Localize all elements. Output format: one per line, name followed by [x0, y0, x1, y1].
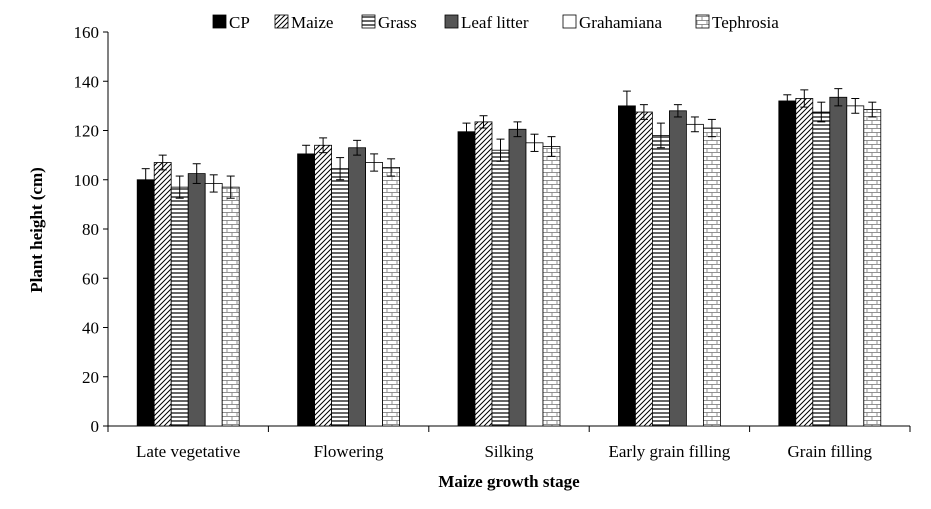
x-category-label: Silking — [484, 442, 534, 461]
y-tick-label: 80 — [82, 220, 99, 239]
axes: 0 20 40 60 80 100 120 140 160 Late vegetative Flow… — [74, 23, 911, 461]
legend: CP Maize Grass Leaf litter Grahamiana Tephros… — [212, 13, 779, 32]
bar-grahamiana — [365, 162, 384, 427]
bar-leaf-litter — [508, 128, 527, 427]
x-category-label: Late vegetative — [136, 442, 240, 461]
y-tick-label: 0 — [91, 417, 100, 436]
legend-label: Leaf litter — [461, 13, 529, 32]
legend-label: Grass — [378, 13, 417, 32]
y-tick-label: 60 — [82, 269, 99, 288]
legend-swatch — [274, 14, 289, 29]
bars — [136, 88, 882, 427]
x-category-label: Early grain filling — [608, 442, 730, 461]
bar-cp — [457, 131, 476, 427]
y-axis-title: Plant height (cm) — [27, 167, 46, 293]
legend-label: Grahamiana — [579, 13, 663, 32]
bar-leaf-litter — [829, 96, 848, 427]
y-tick-label: 160 — [74, 23, 100, 42]
bar-maize — [795, 98, 814, 427]
bar-grass — [652, 135, 670, 427]
bar-tephrosia — [221, 186, 240, 427]
bar-grass — [170, 186, 189, 427]
bar-maize — [314, 144, 333, 427]
legend-swatch — [212, 14, 227, 29]
y-tick-label: 20 — [82, 368, 99, 387]
legend-swatch — [444, 14, 459, 29]
y-tick-label: 40 — [82, 319, 99, 338]
legend-swatch — [562, 14, 577, 29]
bar-grass — [491, 149, 510, 427]
bar-tephrosia — [542, 146, 561, 427]
bar-grahamiana — [686, 123, 704, 427]
bar-tephrosia — [382, 167, 401, 427]
bar-cp — [297, 153, 316, 427]
x-axis-title: Maize growth stage — [438, 472, 580, 491]
bar-leaf-litter — [669, 110, 687, 427]
bar-cp — [778, 100, 797, 427]
bar-grahamiana — [525, 142, 544, 427]
legend-label: Tephrosia — [712, 13, 779, 32]
bar-leaf-litter — [187, 173, 206, 427]
legend-swatch — [695, 14, 710, 29]
bar-grass — [812, 111, 831, 427]
y-tick-label: 120 — [74, 122, 100, 141]
bar-tephrosia — [863, 109, 882, 427]
bar-grahamiana — [846, 105, 865, 427]
legend-label: Maize — [291, 13, 333, 32]
x-category-label: Grain filling — [788, 442, 873, 461]
bar-grass — [331, 168, 350, 427]
bar-maize — [635, 111, 653, 427]
bar-grahamiana — [204, 183, 223, 427]
bar-cp — [136, 179, 155, 427]
y-tick-label: 100 — [74, 171, 100, 190]
bar-maize — [474, 121, 493, 427]
legend-swatch — [361, 14, 376, 29]
bar-maize — [153, 162, 172, 427]
bar-cp — [618, 105, 636, 427]
x-category-label: Flowering — [314, 442, 384, 461]
legend-label: CP — [229, 13, 250, 32]
y-tick-label: 140 — [74, 72, 100, 91]
bar-leaf-litter — [348, 147, 367, 427]
bar-tephrosia — [703, 127, 721, 427]
